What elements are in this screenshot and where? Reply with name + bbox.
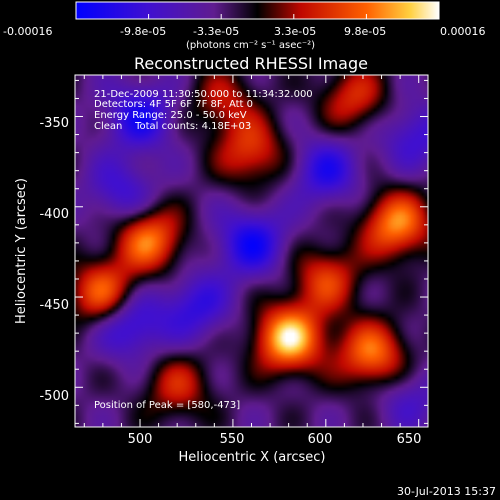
date-stamp: 30-Jul-2013 15:37 <box>397 485 496 498</box>
y-tick-label: -400 <box>39 207 69 222</box>
colorbar-tick-label: 0.00016 <box>440 25 486 38</box>
x-tick-labels: 500 550 600 650 <box>128 432 422 447</box>
colorbar-ticks <box>75 14 440 19</box>
peak-position-label: Position of Peak = [580,-473] <box>94 400 240 411</box>
colorbar-tick-label: -9.8e-05 <box>120 25 166 38</box>
info-energy-range: Energy Range: 25.0 - 50.0 keV <box>94 110 247 121</box>
x-tick-label: 650 <box>397 432 422 447</box>
colorbar-tick-label: -3.3e-05 <box>193 25 239 38</box>
info-detectors: Detectors: 4F 5F 6F 7F 8F, Att 0 <box>94 99 253 110</box>
colorbar-tick-labels: -0.00016 -9.8e-05 -3.3e-05 3.3e-05 9.8e-… <box>3 25 486 38</box>
y-axis-label: Heliocentric Y (arcsec) <box>14 178 29 324</box>
info-clean-counts: Clean Total counts: 4.18E+03 <box>94 121 251 132</box>
y-tick-labels: -350 -400 -450 -500 <box>39 116 69 404</box>
colorbar-units-label: (photons cm⁻² s⁻¹ asec⁻²) <box>186 40 315 51</box>
colorbar-tick-label: 9.8e-05 <box>344 25 386 38</box>
y-tick-label: -500 <box>39 389 69 404</box>
info-overlay: 21-Dec-2009 11:30:50.000 to 11:34:32.000… <box>94 89 313 132</box>
info-time-range: 21-Dec-2009 11:30:50.000 to 11:34:32.000 <box>94 89 313 100</box>
colorbar <box>75 1 440 20</box>
y-tick-label: -450 <box>39 298 69 313</box>
heatmap-image <box>75 75 428 427</box>
x-axis-label: Heliocentric X (arcsec) <box>179 450 326 465</box>
axis-ticks <box>75 75 428 427</box>
y-tick-label: -350 <box>39 116 69 131</box>
x-tick-label: 500 <box>128 432 153 447</box>
colorbar-tick-label: 3.3e-05 <box>274 25 316 38</box>
x-tick-label: 600 <box>308 432 333 447</box>
plot-title: Reconstructed RHESSI Image <box>134 54 368 73</box>
x-tick-label: 550 <box>220 432 245 447</box>
colorbar-tick-label: -0.00016 <box>3 25 52 38</box>
